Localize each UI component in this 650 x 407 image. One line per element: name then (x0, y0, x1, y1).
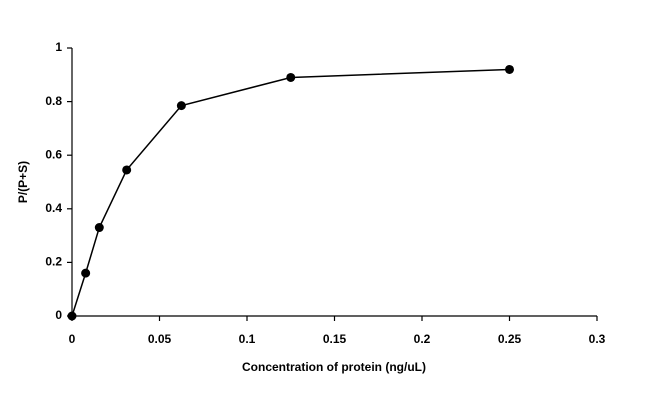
x-tick-label: 0.2 (414, 332, 431, 346)
x-tick-label: 0.15 (323, 332, 347, 346)
marker (122, 165, 132, 175)
x-tick-label: 0.05 (148, 332, 172, 346)
x-axis-label: Concentration of protein (ng/uL) (242, 360, 426, 374)
y-tick-label: 0.4 (45, 201, 62, 215)
y-axis-label: P/(P+S) (16, 161, 30, 203)
marker (81, 268, 91, 278)
x-tick-label: 0.25 (498, 332, 522, 346)
y-tick-label: 0.2 (45, 255, 62, 269)
marker (505, 64, 514, 74)
y-tick-label: 1 (55, 40, 62, 54)
x-tick-label: 0.3 (589, 332, 606, 346)
marker (176, 101, 186, 111)
y-tick-label: 0.8 (45, 94, 62, 108)
line (71, 68, 510, 317)
y-tick-label: 0 (55, 308, 62, 322)
x-tick-label: 0.1 (239, 332, 256, 346)
marker (67, 311, 77, 321)
marker (94, 223, 104, 233)
x-tick-label: 0 (69, 332, 76, 346)
marker (286, 72, 296, 82)
y-tick-label: 0.6 (45, 147, 62, 161)
